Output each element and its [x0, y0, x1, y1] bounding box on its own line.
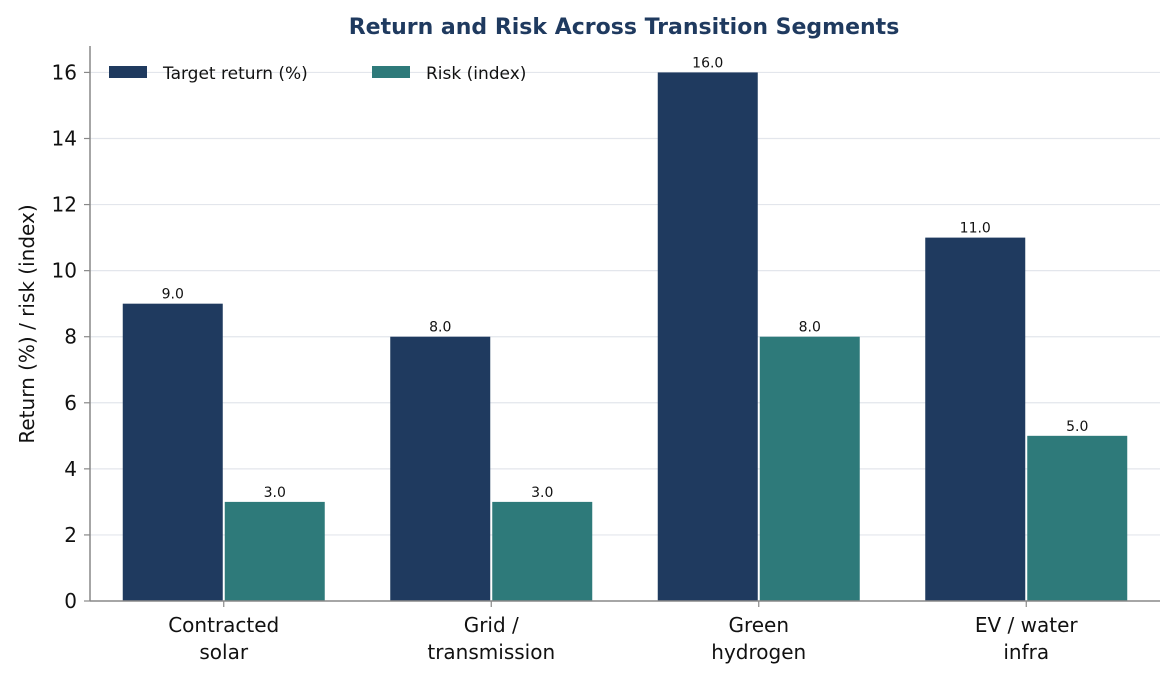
bar-value-label: 16.0	[692, 55, 723, 71]
x-tick-label: Contracted	[168, 613, 279, 637]
bar-risk	[1027, 435, 1128, 601]
y-tick-label: 4	[64, 457, 77, 481]
y-tick-label: 8	[64, 325, 77, 349]
bars	[122, 72, 1128, 601]
legend: Target return (%) Risk (index)	[109, 64, 526, 84]
bar-target-return	[122, 303, 223, 601]
y-tick-label: 16	[52, 60, 77, 84]
y-tick-label: 2	[64, 523, 77, 547]
bar-value-label: 3.0	[531, 485, 553, 501]
y-axis-label: Return (%) / risk (index)	[15, 204, 39, 443]
x-tick-label: transmission	[427, 640, 555, 664]
bar-target-return	[657, 72, 758, 601]
grid-lines	[90, 71, 1160, 536]
x-ticks: Contracted solar Grid / transmission Green hy…	[168, 601, 1078, 664]
y-tick-label: 10	[52, 259, 77, 283]
bar-value-label: 5.0	[1066, 419, 1088, 435]
bar-target-return	[390, 336, 491, 601]
y-ticks: 0 2 4 6 8 10 12 14 16	[52, 60, 90, 613]
bar-target-return	[925, 237, 1026, 601]
x-tick-label: solar	[199, 640, 248, 664]
y-tick-label: 12	[52, 193, 77, 217]
y-tick-label: 0	[64, 589, 77, 613]
x-tick-label: Grid /	[464, 613, 519, 637]
chart-title: Return and Risk Across Transition Segmen…	[349, 15, 900, 40]
legend-label: Risk (index)	[426, 64, 526, 84]
legend-swatch	[109, 66, 147, 78]
x-tick-label: infra	[1003, 640, 1049, 664]
bar-value-label: 9.0	[162, 287, 184, 303]
y-tick-label: 6	[64, 391, 77, 415]
bar-value-label: 11.0	[960, 221, 991, 237]
bar-value-label: 3.0	[264, 485, 286, 501]
legend-swatch	[372, 66, 410, 78]
x-tick-label: Green	[728, 613, 789, 637]
legend-label: Target return (%)	[162, 64, 308, 84]
x-tick-label: EV / water	[975, 613, 1079, 637]
bar-risk	[492, 501, 593, 601]
bar-value-label: 8.0	[799, 320, 821, 336]
value-labels: 9.0 3.0 8.0 3.0 16.0 8.0 11.0 5.0	[162, 55, 1089, 500]
y-tick-label: 14	[52, 127, 77, 151]
x-tick-label: hydrogen	[711, 640, 806, 664]
bar-value-label: 8.0	[429, 320, 451, 336]
bar-risk	[759, 336, 860, 601]
bar-risk	[224, 501, 325, 601]
